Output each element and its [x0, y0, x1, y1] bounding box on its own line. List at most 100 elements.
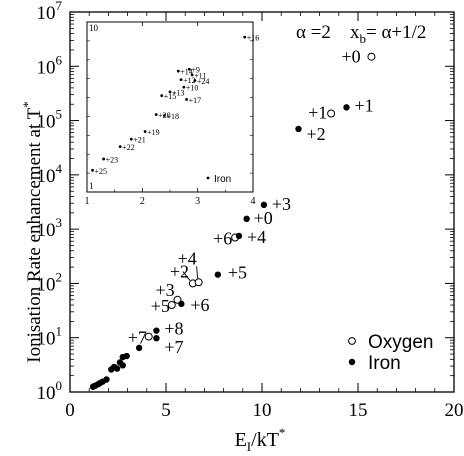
legend-oxygen-label: Oxygen [368, 332, 433, 353]
inset-x-tick-label: 3 [195, 196, 200, 207]
inset-x-tick-label: 1 [85, 196, 90, 207]
oxygen-point [194, 278, 203, 287]
legend-oxygen-marker [348, 337, 356, 345]
inset-point-label: +15 [164, 92, 177, 101]
y-tick-base: 10 [37, 166, 56, 187]
iron-point-label: +7 [164, 337, 183, 357]
oxygen-point [367, 52, 376, 61]
inset-iron-point [187, 67, 191, 71]
main-point-labels: +0+1+2+4+3+5+7+6+1+2+3+0+4+5+6+8+7 [128, 47, 374, 357]
y-tick-label: 103 [37, 215, 63, 241]
iron-point [178, 300, 185, 308]
oxygen-point-label: +4 [178, 248, 197, 268]
x-tick-label: 20 [445, 400, 464, 421]
x-axis-label-main: E [235, 429, 247, 451]
y-axis-label-main: Ionisation Rate enhancement at T [24, 107, 45, 362]
x-tick-label: 5 [161, 400, 171, 421]
x-axis-label-sub: I [247, 439, 251, 454]
y-tick-exp: 4 [56, 161, 63, 176]
inset-point-label: +18 [166, 112, 179, 121]
inset-point-label: +9 [191, 66, 200, 75]
inset-y-tick-label: 1 [89, 181, 94, 191]
annotation-xb: xb= α+1/2 [350, 22, 426, 46]
y-tick-base: 10 [37, 329, 56, 350]
inset-iron-point [176, 69, 180, 73]
legend-iron-label: Iron [368, 353, 401, 374]
inset-y-tick-label: 10 [89, 23, 99, 33]
legend: Oxygen Iron [348, 332, 433, 374]
inset-point-label: +11 [194, 71, 206, 80]
inset-legend-marker [206, 176, 210, 180]
iron-point-label: +4 [247, 227, 266, 247]
inset-iron-point [102, 157, 105, 161]
iron-point [108, 366, 115, 373]
oxygen-point-label: +7 [128, 328, 147, 348]
oxygen-point-label: +5 [151, 296, 170, 316]
y-tick-label: 104 [37, 161, 63, 187]
label-arrows [182, 266, 199, 281]
oxygen-point-label: +0 [341, 47, 360, 67]
oxygen-point-label: +3 [156, 280, 175, 300]
inset-iron-point [163, 114, 166, 117]
y-axis-label: Ionisation Rate enhancement at T* [20, 101, 45, 363]
x-tick-label: 15 [349, 400, 368, 421]
inset-iron-point [154, 113, 158, 116]
arrow-to-oxygen-4 [196, 266, 199, 279]
annotation-xb-rest: = α+1/2 [366, 22, 426, 43]
y-tick-exp: 1 [56, 324, 63, 339]
oxygen-point-label: +1 [308, 102, 327, 122]
annotation-xb-main: x [350, 22, 360, 43]
legend-iron-marker [348, 358, 356, 366]
iron-point [89, 383, 97, 390]
inset-legend-label: Iron [214, 174, 231, 185]
y-tick-exp: 3 [56, 215, 63, 230]
inset-point-label: +16 [247, 34, 260, 43]
y-tick-base: 10 [37, 274, 56, 295]
iron-point [260, 201, 268, 209]
inset-x-tick-label: 2 [140, 196, 145, 207]
y-tick-label: 107 [37, 0, 63, 24]
y-tick-exp: 2 [56, 269, 63, 284]
y-tick-label: 100 [37, 378, 63, 404]
iron-point [243, 215, 250, 223]
oxygen-point [327, 109, 336, 118]
iron-point-label: +1 [354, 95, 373, 115]
oxygen-point-label: +2 [170, 261, 189, 281]
y-tick-base: 10 [37, 383, 56, 404]
inset-point-label: +17 [189, 96, 202, 105]
inset-iron-point [160, 94, 164, 98]
inset-point-label: +12 [183, 76, 196, 85]
y-tick-exp: 0 [56, 378, 63, 393]
iron-point [119, 362, 127, 369]
annotation-alpha: α =2 [296, 22, 331, 43]
iron-point [295, 125, 302, 133]
inset-point-label: +14 [180, 68, 193, 77]
y-axis-label-sup: * [20, 101, 35, 108]
oxygen-point [144, 332, 153, 341]
oxygen-point-label: +6 [213, 229, 232, 249]
y-tick-base: 10 [37, 57, 56, 78]
y-tick-label: 106 [37, 52, 63, 78]
inset-iron-point [185, 98, 189, 101]
y-tick-exp: 6 [56, 52, 63, 67]
inset-point-label: +10 [186, 84, 199, 93]
y-tick-base: 10 [37, 220, 56, 241]
inset-point-label: +24 [197, 77, 210, 86]
inset-iron-point [182, 85, 186, 89]
iron-point [135, 344, 143, 352]
y-tick-exp: 7 [56, 0, 63, 13]
iron-point [343, 104, 350, 111]
inset-iron-point [91, 168, 94, 172]
inset-point-label: +19 [147, 128, 160, 137]
iron-point-label: +5 [228, 263, 247, 283]
inset-point-label: +21 [133, 136, 146, 145]
inset-iron-point [190, 73, 194, 77]
annotation-xb-sub: b [360, 31, 367, 46]
y-tick-base: 10 [37, 3, 56, 24]
iron-point [119, 353, 127, 361]
inset-point-label: +13 [172, 88, 185, 97]
iron-point-label: +3 [272, 194, 291, 214]
x-tick-label: 0 [65, 400, 75, 421]
x-axis-label-rest: /kT [251, 429, 279, 451]
